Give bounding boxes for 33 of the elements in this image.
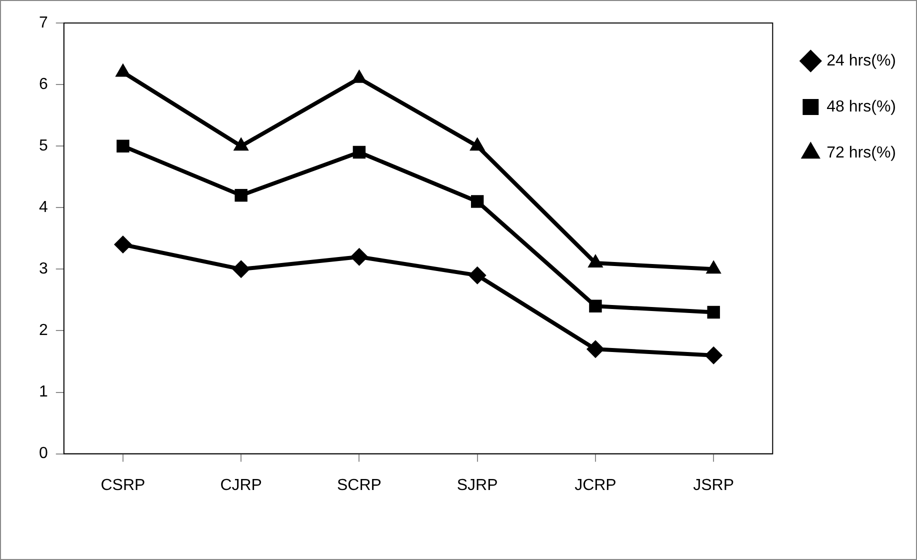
point: [234, 188, 248, 202]
legend-label: 48 hrs(%): [826, 98, 896, 116]
point: [470, 137, 486, 151]
y-tick-label: 5: [38, 137, 48, 154]
point: [232, 260, 250, 278]
x-tick-label: SCRP: [336, 476, 382, 494]
point: [704, 346, 723, 364]
point: [116, 140, 130, 152]
y-tick-label: 0: [38, 445, 48, 462]
y-tick-label: 2: [38, 322, 48, 340]
point: [470, 195, 484, 208]
x-tick-label: CJRP: [220, 476, 262, 494]
point: [114, 236, 132, 254]
x-tick-label: SJRP: [456, 476, 498, 494]
legend-label: 72 hrs(%): [826, 144, 896, 162]
x-tick-label: CSRP: [100, 476, 146, 494]
point: [352, 146, 366, 159]
x-tick-label: JCRP: [574, 476, 616, 494]
point: [350, 248, 368, 266]
y-tick-label: 6: [38, 76, 48, 93]
point: [707, 306, 720, 319]
legend-label: 24 hrs(%): [826, 52, 896, 70]
y-tick-label: 4: [38, 199, 48, 216]
point: [468, 266, 486, 284]
y-tick-label: 3: [38, 260, 48, 278]
y-tick-label: 1: [38, 384, 48, 401]
x-tick-label: JSRP: [693, 476, 734, 494]
point: [115, 63, 131, 77]
point: [233, 137, 249, 151]
point: [351, 69, 368, 83]
y-tick-label: 7: [38, 14, 48, 32]
point: [589, 300, 602, 312]
point: [586, 340, 604, 358]
